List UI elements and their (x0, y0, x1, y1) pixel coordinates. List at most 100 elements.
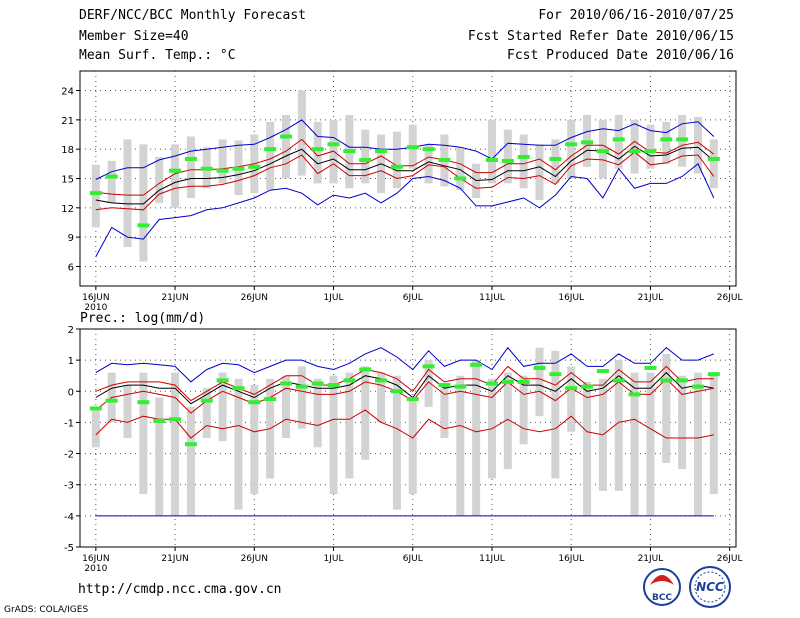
observed-marker (565, 142, 578, 147)
range-bar (709, 139, 718, 189)
range-bar (361, 129, 370, 184)
x-tick-label: 1JUL (324, 293, 344, 303)
range-bar (345, 372, 354, 479)
range-bar (281, 375, 290, 438)
range-bar (266, 121, 275, 191)
range-bar (171, 144, 180, 208)
observed-marker (533, 365, 546, 370)
y-tick-label: 0 (68, 387, 74, 398)
range-bar (693, 116, 702, 174)
series-line-mean (95, 145, 715, 205)
observed-marker (327, 142, 340, 147)
y-tick-label: 2 (68, 325, 74, 336)
observed-marker (279, 381, 292, 386)
variable-label: Mean Surf. Temp.: °C (79, 48, 236, 63)
observed-marker (612, 378, 625, 383)
range-bar (662, 121, 671, 164)
range-bar (424, 144, 433, 184)
range-bar (91, 406, 100, 448)
ncc-logo-inner-ring (694, 571, 726, 603)
source-url[interactable]: http://cmdp.ncc.cma.gov.cn (78, 582, 282, 597)
observed-marker (327, 383, 340, 388)
observed-marker (438, 157, 451, 162)
y-tick-label: -1 (64, 418, 74, 429)
observed-marker (596, 149, 609, 154)
range-bar (281, 114, 290, 179)
range-bar (297, 366, 306, 429)
x-year-label: 2010 (84, 564, 107, 574)
range-bar (567, 119, 576, 179)
y-tick-label: 1 (68, 356, 74, 367)
observed-marker (105, 398, 118, 403)
observed-marker (406, 145, 419, 150)
panel-temperature: 6 9 12 15 18 21 24 16JUN 21JUN 26JUN 1JUL 6JUL 11JUL… (61, 70, 743, 313)
range-bar (139, 372, 148, 495)
observed-marker (232, 166, 245, 171)
y-tick-label: 21 (61, 116, 74, 127)
observed-marker (565, 386, 578, 391)
series-line-upper (95, 365, 714, 402)
x-tick-label: 26JUN (241, 554, 268, 564)
observed-marker (248, 400, 261, 405)
range-bar (472, 360, 481, 516)
range-bar (234, 378, 243, 510)
range-bar (313, 378, 322, 448)
observed-marker (676, 378, 689, 383)
observed-marker (184, 442, 197, 447)
range-bar (630, 372, 639, 516)
observed-marker (343, 149, 356, 154)
observed-marker (549, 372, 562, 377)
range-bar (709, 375, 718, 495)
bcc-logo-label: BCC (652, 593, 672, 603)
range-bar (202, 388, 211, 438)
range-bar (171, 372, 180, 516)
series-line-max (95, 119, 715, 180)
observed-marker (454, 176, 467, 181)
range-bar (123, 385, 132, 438)
range-bar (535, 144, 544, 200)
bcc-logo: BCC (643, 568, 681, 606)
series-line-upper (95, 138, 715, 196)
range-bar (123, 139, 132, 247)
range-bar (155, 397, 164, 516)
observed-marker (485, 381, 498, 386)
x-tick-label: 11JUL (479, 293, 505, 303)
observed-marker (676, 137, 689, 142)
observed-marker (406, 397, 419, 402)
observed-marker (390, 389, 403, 394)
observed-marker (264, 147, 277, 152)
y-tick-label: -5 (64, 543, 74, 554)
range-bar (392, 131, 401, 189)
range-bar (614, 360, 623, 491)
observed-marker (216, 378, 229, 383)
observed-marker (216, 168, 229, 173)
observed-marker (89, 191, 102, 196)
x-tick-label: 26JUL (717, 293, 743, 303)
x-tick-label: 21JUL (638, 293, 664, 303)
fcst-produced-date: Fcst Produced Date 2010/06/16 (507, 48, 734, 63)
observed-marker (89, 406, 102, 411)
series-line-min (95, 163, 715, 257)
bcc-logo-mark (650, 575, 674, 585)
range-bar (646, 124, 655, 169)
range-bar (678, 375, 687, 470)
observed-marker (137, 400, 150, 405)
observed-marker (517, 155, 530, 159)
observed-marker (137, 223, 150, 228)
observed-marker (596, 369, 609, 374)
ncc-logo-ring (689, 566, 731, 608)
x-tick-label: 11JUL (479, 554, 505, 564)
x-tick-label: 21JUL (638, 554, 664, 564)
range-bar (408, 400, 417, 495)
observed-marker (422, 147, 435, 152)
range-bar (503, 129, 512, 184)
range-bar (551, 139, 560, 184)
precip-title: Prec.: log(mm/d) (80, 311, 205, 326)
range-bar (361, 366, 370, 460)
observed-marker (660, 137, 673, 142)
x-tick-label: 6JUL (403, 293, 423, 303)
series-line-mean (95, 371, 714, 405)
member-size: Member Size=40 (79, 29, 189, 44)
x-year-label: 2010 (84, 303, 107, 313)
